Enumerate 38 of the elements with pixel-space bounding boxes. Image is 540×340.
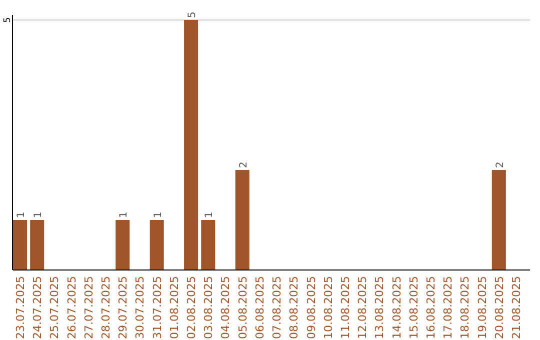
x-tick-label: 19.08.2025 [476, 276, 489, 339]
x-tick-label: 02.08.2025 [185, 276, 198, 339]
x-tick-label: 17.08.2025 [442, 276, 455, 339]
x-tick-label: 31.07.2025 [150, 276, 164, 339]
x-tick-label: 12.08.2025 [356, 276, 370, 339]
x-tick-label: 23.07.2025 [14, 276, 28, 339]
x-tick-label: 04.08.2025 [219, 276, 232, 339]
data-label: 1 [118, 212, 130, 218]
data-label: 2 [494, 162, 506, 168]
x-tick-label: 13.08.2025 [373, 276, 386, 339]
data-label: 5 [187, 12, 198, 18]
x-tick-label: 21.08.2025 [510, 276, 523, 339]
x-tick-label: 25.07.2025 [48, 276, 62, 339]
x-tick-label: 09.08.2025 [304, 276, 318, 339]
data-label: 1 [204, 212, 216, 218]
x-tick-label: 10.08.2025 [322, 276, 335, 339]
x-tick-label: 18.08.2025 [458, 276, 472, 339]
x-tick-label: 06.08.2025 [253, 276, 266, 339]
data-label: 1 [16, 212, 28, 218]
x-tick-label: 26.07.2025 [65, 276, 78, 339]
x-tick-label: 15.08.2025 [407, 276, 420, 339]
x-tick-label: 28.07.2025 [100, 276, 113, 339]
x-tick-label: 05.08.2025 [236, 276, 250, 339]
x-tick-label: 11.08.2025 [338, 276, 352, 339]
data-label: 2 [238, 162, 250, 168]
x-tick-label: 01.08.2025 [168, 276, 181, 339]
x-tick-label: 29.07.2025 [116, 276, 130, 339]
x-tick-label: 16.08.2025 [424, 276, 438, 339]
x-tick-label: 30.07.2025 [134, 276, 147, 339]
x-tick-label: 07.08.2025 [270, 276, 284, 339]
data-label: 1 [152, 212, 164, 218]
x-tick-label: 24.07.2025 [31, 276, 44, 339]
data-label: 1 [33, 212, 44, 218]
x-tick-label: 03.08.2025 [202, 276, 216, 339]
x-tick-label: 20.08.2025 [492, 276, 506, 339]
x-tick-label: 14.08.2025 [390, 276, 404, 339]
x-tick-label: 27.07.2025 [82, 276, 96, 339]
x-tick-label: 08.08.2025 [288, 276, 301, 339]
